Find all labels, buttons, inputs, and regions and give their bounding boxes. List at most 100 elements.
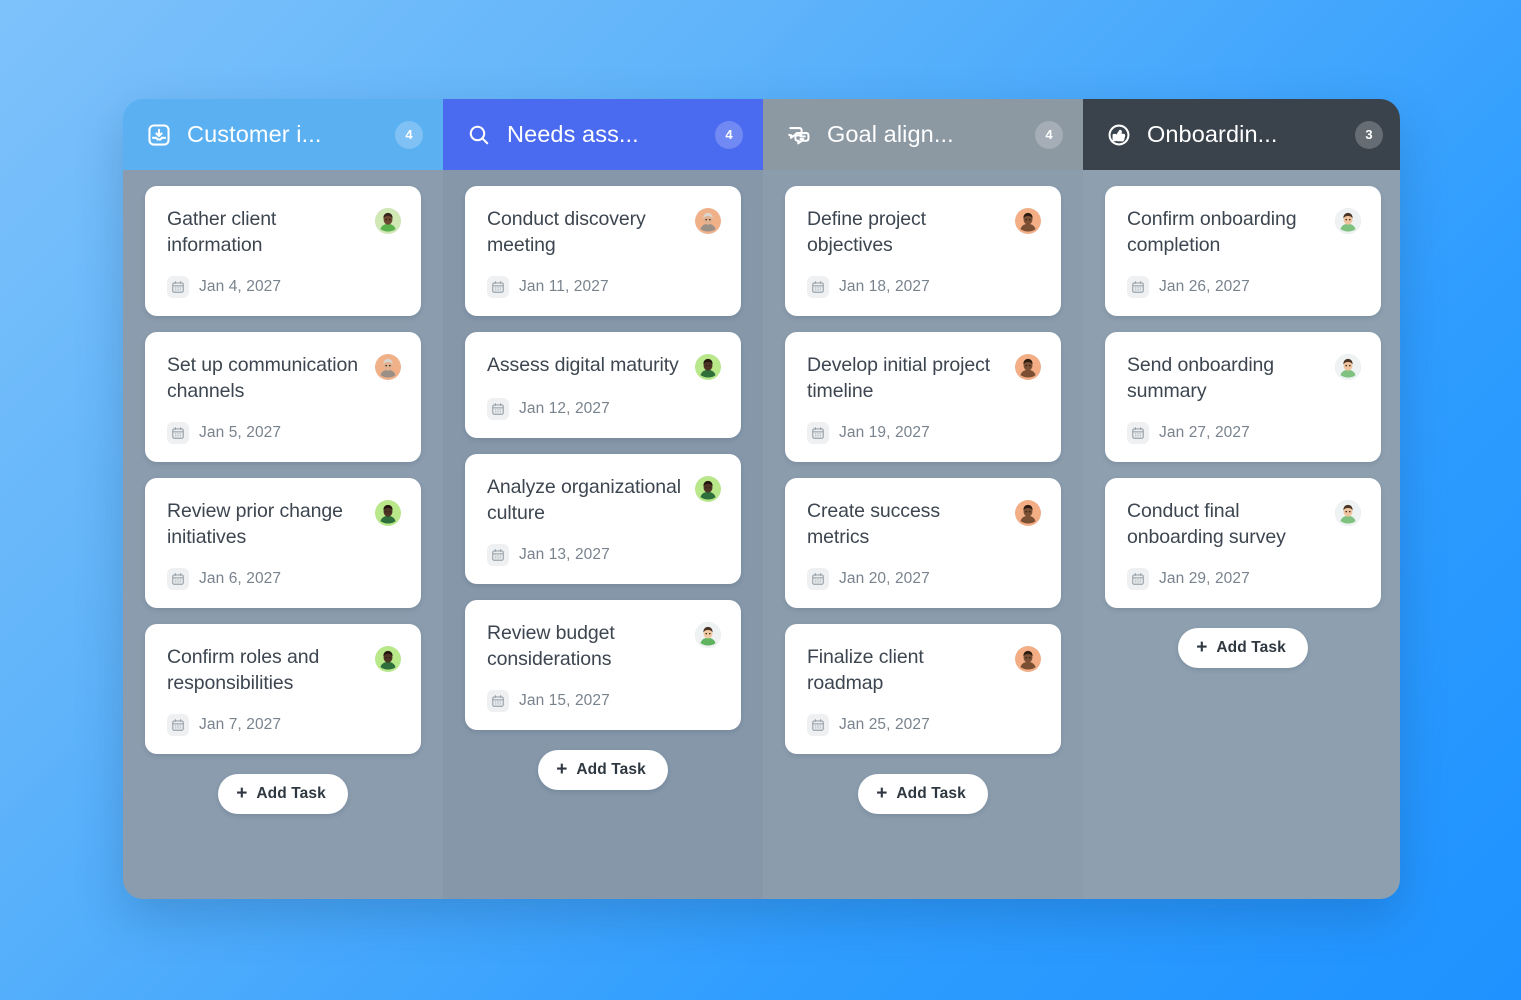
task-card[interactable]: Develop initial project timeline Jan 19, … — [785, 332, 1061, 462]
task-due-date: Jan 5, 2027 — [199, 424, 282, 441]
task-title: Analyze organizational culture — [487, 476, 682, 524]
kanban-column: Onboardin... 3 Confirm onboarding completi… — [1083, 99, 1400, 899]
add-task-button[interactable]: + Add Task — [858, 774, 988, 814]
task-due-date: Jan 26, 2027 — [1159, 278, 1250, 295]
task-due-date: Jan 29, 2027 — [1159, 570, 1250, 587]
task-card[interactable]: Review budget considerations Jan 15, 2027 — [465, 600, 741, 730]
avatar[interactable] — [1335, 208, 1361, 234]
column-count-badge: 4 — [715, 120, 743, 149]
task-title: Conduct final onboarding survey — [1127, 500, 1286, 548]
task-due-date-row: Jan 27, 2027 — [1127, 422, 1361, 444]
calendar-icon — [487, 276, 509, 298]
add-task-row: + Add Task — [145, 770, 421, 814]
task-card-top: Review prior change initiatives — [167, 498, 401, 550]
task-due-date-row: Jan 4, 2027 — [167, 276, 401, 298]
task-card[interactable]: Set up communication channels Jan 5, 2027 — [145, 332, 421, 462]
task-title: Confirm onboarding completion — [1127, 208, 1297, 256]
task-due-date: Jan 15, 2027 — [519, 692, 610, 709]
task-card[interactable]: Conduct discovery meeting Jan 11, 2027 — [465, 186, 741, 316]
chat-bubbles-icon — [785, 121, 813, 149]
avatar[interactable] — [1015, 354, 1041, 380]
task-card-top: Review budget considerations — [487, 620, 721, 672]
task-title: Finalize client roadmap — [807, 646, 924, 694]
task-card[interactable]: Review prior change initiatives Jan 6, 20… — [145, 478, 421, 608]
add-task-row: + Add Task — [1105, 624, 1381, 668]
task-due-date-row: Jan 5, 2027 — [167, 422, 401, 444]
kanban-column: Needs ass... 4 Conduct discovery meeting Ja… — [443, 99, 763, 899]
calendar-icon — [167, 276, 189, 298]
kanban-column: Customer i... 4 Gather client information J… — [123, 99, 443, 899]
add-task-label: Add Task — [576, 761, 646, 778]
avatar[interactable] — [695, 622, 721, 648]
calendar-icon — [167, 422, 189, 444]
column-card-list: Gather client information Jan 4, 2027 Set … — [123, 170, 443, 899]
task-due-date-row: Jan 20, 2027 — [807, 568, 1041, 590]
avatar[interactable] — [1015, 500, 1041, 526]
calendar-icon — [807, 568, 829, 590]
avatar[interactable] — [1335, 354, 1361, 380]
add-task-button[interactable]: + Add Task — [1178, 628, 1308, 668]
avatar[interactable] — [1335, 500, 1361, 526]
column-header[interactable]: Onboardin... 3 — [1083, 99, 1400, 170]
column-card-list: Confirm onboarding completion Jan 26, 202… — [1083, 170, 1400, 899]
task-due-date-row: Jan 25, 2027 — [807, 714, 1041, 736]
task-card[interactable]: Confirm onboarding completion Jan 26, 202… — [1105, 186, 1381, 316]
avatar[interactable] — [695, 476, 721, 502]
task-title: Gather client information — [167, 208, 277, 256]
avatar[interactable] — [375, 500, 401, 526]
task-card-top: Set up communication channels — [167, 352, 401, 404]
avatar[interactable] — [375, 646, 401, 672]
column-count-badge: 4 — [395, 120, 423, 149]
calendar-icon — [1127, 568, 1149, 590]
task-card-top: Gather client information — [167, 206, 401, 258]
avatar[interactable] — [1015, 208, 1041, 234]
task-title: Send onboarding summary — [1127, 354, 1275, 402]
task-due-date-row: Jan 12, 2027 — [487, 398, 721, 420]
column-header[interactable]: Customer i... 4 — [123, 99, 443, 170]
task-card[interactable]: Define project objectives Jan 18, 2027 — [785, 186, 1061, 316]
task-title: Assess digital maturity — [487, 354, 679, 376]
column-card-list: Conduct discovery meeting Jan 11, 2027 Ass… — [443, 170, 763, 899]
task-title: Create success metrics — [807, 500, 940, 548]
column-title: Onboardin... — [1147, 121, 1278, 147]
task-title: Conduct discovery meeting — [487, 208, 646, 256]
task-card[interactable]: Analyze organizational culture Jan 13, 20… — [465, 454, 741, 584]
calendar-icon — [807, 714, 829, 736]
task-card[interactable]: Conduct final onboarding survey Jan 29, 2… — [1105, 478, 1381, 608]
task-due-date: Jan 20, 2027 — [839, 570, 930, 587]
avatar[interactable] — [1015, 646, 1041, 672]
plus-icon: + — [556, 759, 568, 780]
avatar[interactable] — [695, 354, 721, 380]
task-card[interactable]: Assess digital maturity Jan 12, 2027 — [465, 332, 741, 438]
task-card[interactable]: Send onboarding summary Jan 27, 2027 — [1105, 332, 1381, 462]
task-due-date: Jan 7, 2027 — [199, 716, 282, 733]
task-card[interactable]: Confirm roles and responsibilities Jan 7,… — [145, 624, 421, 754]
task-card-top: Conduct final onboarding survey — [1127, 498, 1361, 550]
column-header[interactable]: Goal align... 4 — [763, 99, 1083, 170]
task-title: Set up communication channels — [167, 354, 358, 402]
task-card-top: Analyze organizational culture — [487, 474, 721, 526]
task-title: Review budget considerations — [487, 622, 615, 670]
column-card-list: Define project objectives Jan 18, 2027 Dev… — [763, 170, 1083, 899]
task-card[interactable]: Finalize client roadmap Jan 25, 2027 — [785, 624, 1061, 754]
task-card-top: Finalize client roadmap — [807, 644, 1041, 696]
add-task-label: Add Task — [896, 785, 966, 802]
task-card[interactable]: Gather client information Jan 4, 2027 — [145, 186, 421, 316]
task-card-top: Develop initial project timeline — [807, 352, 1041, 404]
column-header[interactable]: Needs ass... 4 — [443, 99, 763, 170]
task-card-top: Confirm onboarding completion — [1127, 206, 1361, 258]
avatar[interactable] — [375, 354, 401, 380]
column-title: Needs ass... — [507, 121, 639, 147]
task-due-date: Jan 11, 2027 — [519, 278, 609, 295]
add-task-button[interactable]: + Add Task — [218, 774, 348, 814]
task-card[interactable]: Create success metrics Jan 20, 2027 — [785, 478, 1061, 608]
task-due-date-row: Jan 29, 2027 — [1127, 568, 1361, 590]
inbox-download-icon — [145, 121, 173, 149]
column-count-badge: 4 — [1035, 120, 1063, 149]
plus-icon: + — [1196, 637, 1208, 658]
avatar[interactable] — [375, 208, 401, 234]
calendar-icon — [487, 398, 509, 420]
plus-icon: + — [876, 783, 888, 804]
add-task-button[interactable]: + Add Task — [538, 750, 668, 790]
avatar[interactable] — [695, 208, 721, 234]
